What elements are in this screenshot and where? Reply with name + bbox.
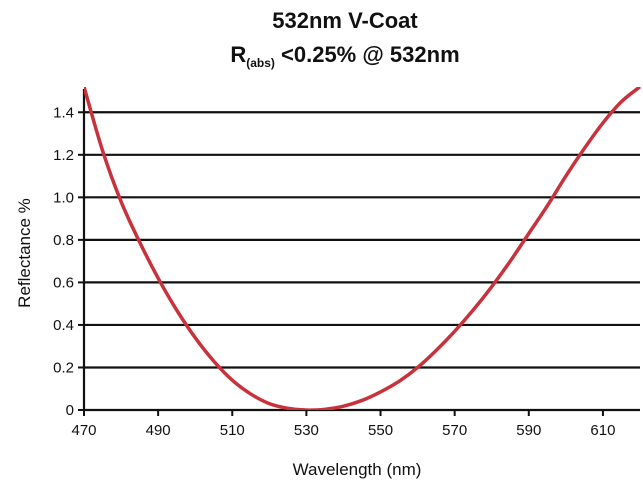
chart-subtitle: R(abs) <0.25% @ 532nm xyxy=(230,42,459,70)
x-tick-label: 490 xyxy=(146,422,171,439)
x-tick-label: 470 xyxy=(71,422,96,439)
y-tick-label: 1.4 xyxy=(53,104,74,121)
subtitle-rest: <0.25% @ 532nm xyxy=(275,42,460,67)
series-layer xyxy=(84,87,642,410)
y-tick-label: 0.4 xyxy=(53,317,74,334)
grid-layer xyxy=(84,111,640,369)
y-tick-label: 0.6 xyxy=(53,274,74,291)
y-tick-label: 1.0 xyxy=(53,189,74,206)
x-tick-label: 610 xyxy=(590,422,615,439)
y-tick-label: 1.2 xyxy=(53,147,74,164)
subtitle-subscript: (abs) xyxy=(246,56,275,70)
x-tick-label: 550 xyxy=(368,422,393,439)
y-tick-label: 0.2 xyxy=(53,359,74,376)
x-axis-label: Wavelength (nm) xyxy=(293,460,422,479)
x-tick-label: 570 xyxy=(442,422,467,439)
subtitle-main: R xyxy=(230,42,246,67)
y-tick-label: 0 xyxy=(66,402,74,419)
y-tick-label: 0.8 xyxy=(53,232,74,249)
x-tick-label: 510 xyxy=(220,422,245,439)
axis-layer xyxy=(78,89,640,416)
tick-labels: 0 0.2 0.4 0.6 0.8 1.0 1.2 1.4 470 490 510 530 550 570… xyxy=(53,104,615,439)
chart-title: 532nm V-Coat xyxy=(272,8,418,33)
x-tick-label: 530 xyxy=(294,422,319,439)
x-tick-label: 590 xyxy=(516,422,541,439)
y-axis-label: Reflectance % xyxy=(15,198,34,308)
reflectance-curve xyxy=(84,87,642,410)
